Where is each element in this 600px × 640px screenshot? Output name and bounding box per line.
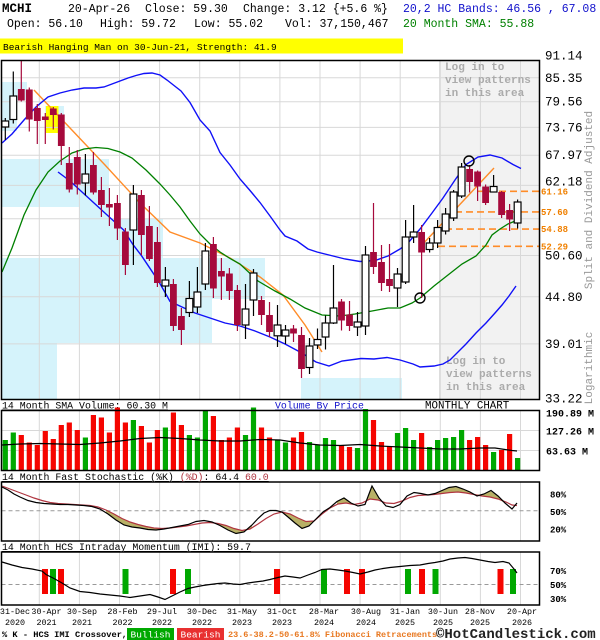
svg-text:20-Apr-26: 20-Apr-26: [68, 3, 130, 16]
svg-text:Bearish: Bearish: [181, 630, 221, 640]
svg-text:80%: 80%: [550, 490, 567, 500]
svg-text:2021: 2021: [72, 618, 92, 628]
svg-text:62.18: 62.18: [545, 176, 583, 190]
svg-text:Bearish Hanging Man on 30-Jun-: Bearish Hanging Man on 30-Jun-21, Streng…: [3, 42, 277, 53]
svg-text:Volume By Price: Volume By Price: [275, 401, 364, 412]
svg-text:73.76: 73.76: [545, 121, 583, 135]
svg-text:91.14: 91.14: [545, 50, 583, 64]
svg-text:30-Jun: 30-Jun: [428, 607, 458, 617]
svg-text:79.56: 79.56: [545, 96, 583, 110]
svg-text:2025: 2025: [470, 618, 490, 628]
svg-text:14 Month Fast Stochastic (%K): 14 Month Fast Stochastic (%K) (%D): 64.4…: [2, 472, 269, 483]
svg-text:2025: 2025: [433, 618, 453, 628]
svg-text:50%: 50%: [550, 508, 567, 518]
svg-text:28-Feb: 28-Feb: [107, 607, 137, 617]
svg-text:Bullish: Bullish: [131, 630, 171, 640]
svg-text:31-Jan: 31-Jan: [390, 607, 420, 617]
svg-text:in this area: in this area: [445, 88, 525, 100]
svg-text:Split and Dividend Adjusted: Split and Dividend Adjusted: [584, 111, 596, 289]
svg-text:30%: 30%: [550, 595, 567, 605]
svg-text:view patterns: view patterns: [445, 75, 531, 87]
svg-text:Change: 3.12 {+5.6 %}: Change: 3.12 {+5.6 %}: [243, 3, 388, 16]
svg-text:39.01: 39.01: [545, 338, 583, 352]
svg-text:Logarithmic: Logarithmic: [584, 332, 596, 405]
svg-text:20-Apr: 20-Apr: [507, 607, 537, 617]
svg-text:High: 59.72: High: 59.72: [100, 18, 176, 31]
svg-text:2023: 2023: [232, 618, 252, 628]
svg-text:50%: 50%: [550, 581, 567, 591]
svg-text:52.29: 52.29: [541, 242, 568, 252]
svg-text:2023: 2023: [272, 618, 292, 628]
svg-text:14 Month SMA Volume: 60.30 M: 14 Month SMA Volume: 60.30 M: [2, 401, 168, 412]
svg-text:20%: 20%: [550, 526, 567, 536]
svg-text:2022: 2022: [152, 618, 172, 628]
svg-text:MCHI: MCHI: [2, 2, 32, 16]
svg-text:31-Dec: 31-Dec: [0, 607, 30, 617]
svg-text:in this area: in this area: [446, 382, 526, 394]
svg-text:Close: 59.30: Close: 59.30: [145, 3, 228, 16]
svg-text:31-Oct: 31-Oct: [267, 607, 297, 617]
svg-text:20 Month SMA: 55.88: 20 Month SMA: 55.88: [403, 18, 534, 31]
svg-text:2020: 2020: [5, 618, 25, 628]
svg-text:33.22: 33.22: [545, 393, 583, 407]
svg-text:29-Jul: 29-Jul: [147, 607, 177, 617]
svg-text:% K - HCS IMI Crossover,: % K - HCS IMI Crossover,: [2, 630, 127, 640]
svg-text:2025: 2025: [395, 618, 415, 628]
svg-text:63.63 M: 63.63 M: [546, 448, 588, 459]
svg-text:30-Aug: 30-Aug: [351, 607, 381, 617]
svg-text:view patterns: view patterns: [446, 369, 532, 381]
svg-text:2022: 2022: [112, 618, 132, 628]
svg-text:190.89 M: 190.89 M: [546, 410, 594, 421]
svg-text:23.6-38.2-50-61.8% Fibonacci R: 23.6-38.2-50-61.8% Fibonacci Retracement…: [228, 630, 437, 640]
svg-text:MONTHLY CHART: MONTHLY CHART: [425, 401, 510, 413]
svg-text:44.80: 44.80: [545, 291, 583, 305]
svg-text:50.60: 50.60: [545, 250, 583, 264]
svg-text:14 Month HCS Intraday Momentum: 14 Month HCS Intraday Momentum (IMI): 59…: [2, 542, 251, 553]
svg-text:2026: 2026: [512, 618, 532, 628]
svg-text:Vol: 37,150,467: Vol: 37,150,467: [285, 18, 389, 31]
svg-text:30-Dec: 30-Dec: [187, 607, 217, 617]
svg-text:85.35: 85.35: [545, 72, 583, 86]
svg-text:61.16: 61.16: [541, 187, 568, 197]
svg-text:28-Nov: 28-Nov: [465, 607, 495, 617]
svg-text:©HotCandlestick.com: ©HotCandlestick.com: [436, 627, 596, 640]
svg-text:2021: 2021: [36, 618, 56, 628]
svg-text:Low: 55.02: Low: 55.02: [194, 18, 263, 31]
svg-text:127.26 M: 127.26 M: [546, 428, 594, 439]
svg-text:57.60: 57.60: [541, 208, 568, 218]
svg-text:2024: 2024: [314, 618, 334, 628]
svg-text:28-Mar: 28-Mar: [309, 607, 339, 617]
svg-text:70%: 70%: [550, 567, 567, 577]
svg-text:30-Apr: 30-Apr: [31, 607, 61, 617]
svg-text:Log in to: Log in to: [445, 62, 505, 74]
svg-text:31-May: 31-May: [227, 607, 257, 617]
svg-text:Open: 56.10: Open: 56.10: [7, 18, 83, 31]
svg-text:54.88: 54.88: [541, 225, 568, 235]
svg-text:Log in to: Log in to: [446, 356, 506, 368]
svg-text:67.97: 67.97: [545, 149, 583, 163]
svg-text:30-Sep: 30-Sep: [67, 607, 97, 617]
svg-text:2024: 2024: [356, 618, 376, 628]
svg-text:2022: 2022: [192, 618, 212, 628]
svg-text:20,2 HC Bands: 46.56 , 67.08: 20,2 HC Bands: 46.56 , 67.08: [403, 3, 596, 16]
